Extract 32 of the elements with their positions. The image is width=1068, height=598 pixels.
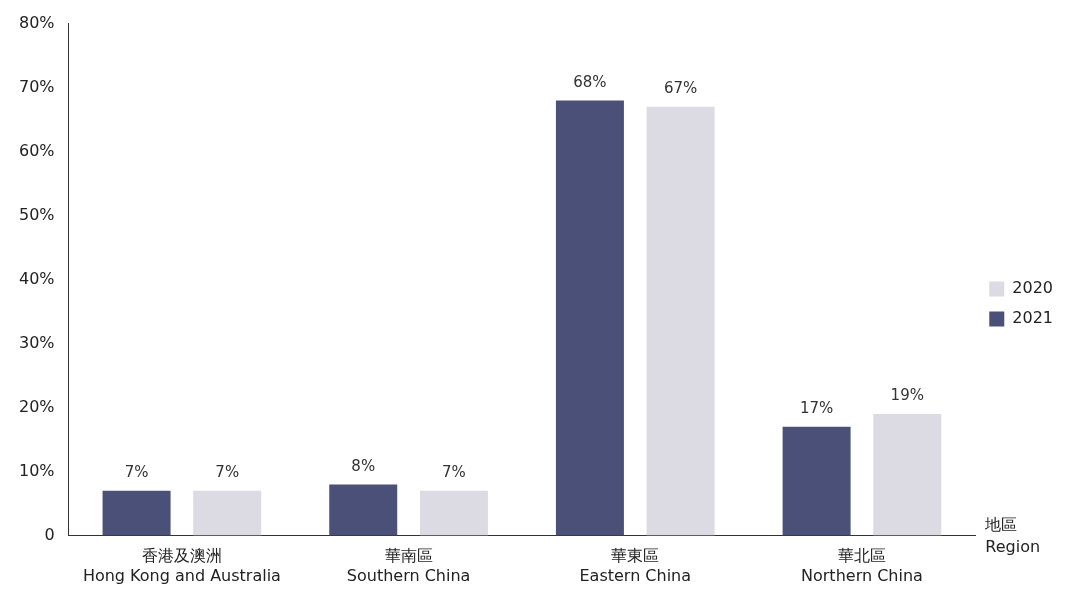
bar [873,414,942,536]
x-tick-label: 香港及澳洲 Hong Kong and Australia [82,546,281,585]
y-tick-label: 0 [44,524,55,544]
x-axis-title: 地區 Region [984,514,1041,556]
data-label: 7% [215,463,240,482]
y-tick-label: 20% [19,396,55,416]
data-label: 68% [573,72,607,91]
legend-label: 2021 [1012,308,1053,328]
bar [419,490,488,536]
legend-label: 2020 [1012,278,1053,298]
data-label: 8% [351,456,376,475]
x-tick-label: 華南區 Southern China [346,546,471,585]
y-tick-label: 10% [19,460,55,480]
data-label: 17% [799,399,834,418]
bar [102,490,171,536]
data-label: 7% [442,463,466,482]
bar [329,484,398,536]
y-tick-label: 50% [19,204,55,224]
y-tick-label: 80% [19,12,55,32]
y-tick-label: 70% [19,76,55,96]
data-label: 7% [124,463,149,482]
x-tick-label: 華北區 Northern China [801,546,923,585]
y-tick-label: 30% [19,332,55,352]
y-tick-label: 40% [19,268,55,288]
data-label: 19% [890,386,924,405]
bar [646,106,715,536]
bar [782,426,851,536]
data-label: 67% [663,79,698,98]
bar [193,490,262,536]
y-tick-label: 60% [19,140,55,160]
bar [555,100,624,536]
x-tick-label: 華東區 Eastern China [579,546,692,585]
